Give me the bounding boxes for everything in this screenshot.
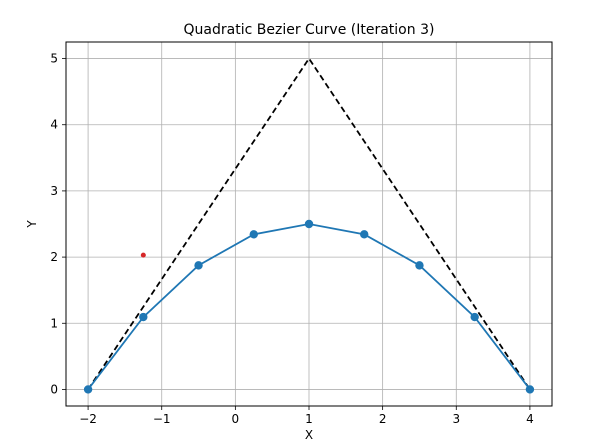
x-axis-label: X bbox=[305, 428, 313, 442]
bezier-curve-point bbox=[83, 385, 93, 394]
ticks: −2 −1 0 1 2 3 4 0 1 2 3 4 5 bbox=[50, 52, 533, 426]
y-tick-label: 4 bbox=[50, 118, 58, 132]
x-tick-label: 0 bbox=[232, 412, 240, 426]
bezier-curve-point bbox=[470, 312, 479, 322]
bezier-curve-point bbox=[249, 230, 258, 239]
grid bbox=[66, 42, 552, 406]
series-layer bbox=[83, 56, 535, 394]
x-tick-label: −1 bbox=[153, 412, 171, 426]
y-tick-label: 5 bbox=[50, 52, 58, 66]
x-tick-label: 4 bbox=[526, 412, 534, 426]
bezier-curve-point bbox=[415, 261, 424, 270]
highlight-point bbox=[140, 252, 146, 258]
bezier-curve-point bbox=[194, 261, 203, 270]
y-tick-label: 0 bbox=[50, 382, 58, 396]
chart-title: Quadratic Bezier Curve (Iteration 3) bbox=[184, 22, 435, 38]
x-tick-label: 2 bbox=[379, 412, 387, 426]
bezier-curve-point bbox=[304, 219, 314, 229]
y-tick-label: 2 bbox=[50, 250, 58, 264]
x-tick-label: −2 bbox=[79, 412, 97, 426]
bezier-curve-point bbox=[360, 230, 369, 239]
y-axis-label: Y bbox=[25, 220, 39, 229]
y-tick-label: 3 bbox=[50, 184, 58, 198]
x-tick-label: 1 bbox=[305, 412, 313, 426]
bezier-curve-point bbox=[525, 385, 535, 394]
x-tick-label: 3 bbox=[452, 412, 460, 426]
bezier-curve-point bbox=[139, 312, 148, 322]
y-tick-label: 1 bbox=[50, 316, 58, 330]
